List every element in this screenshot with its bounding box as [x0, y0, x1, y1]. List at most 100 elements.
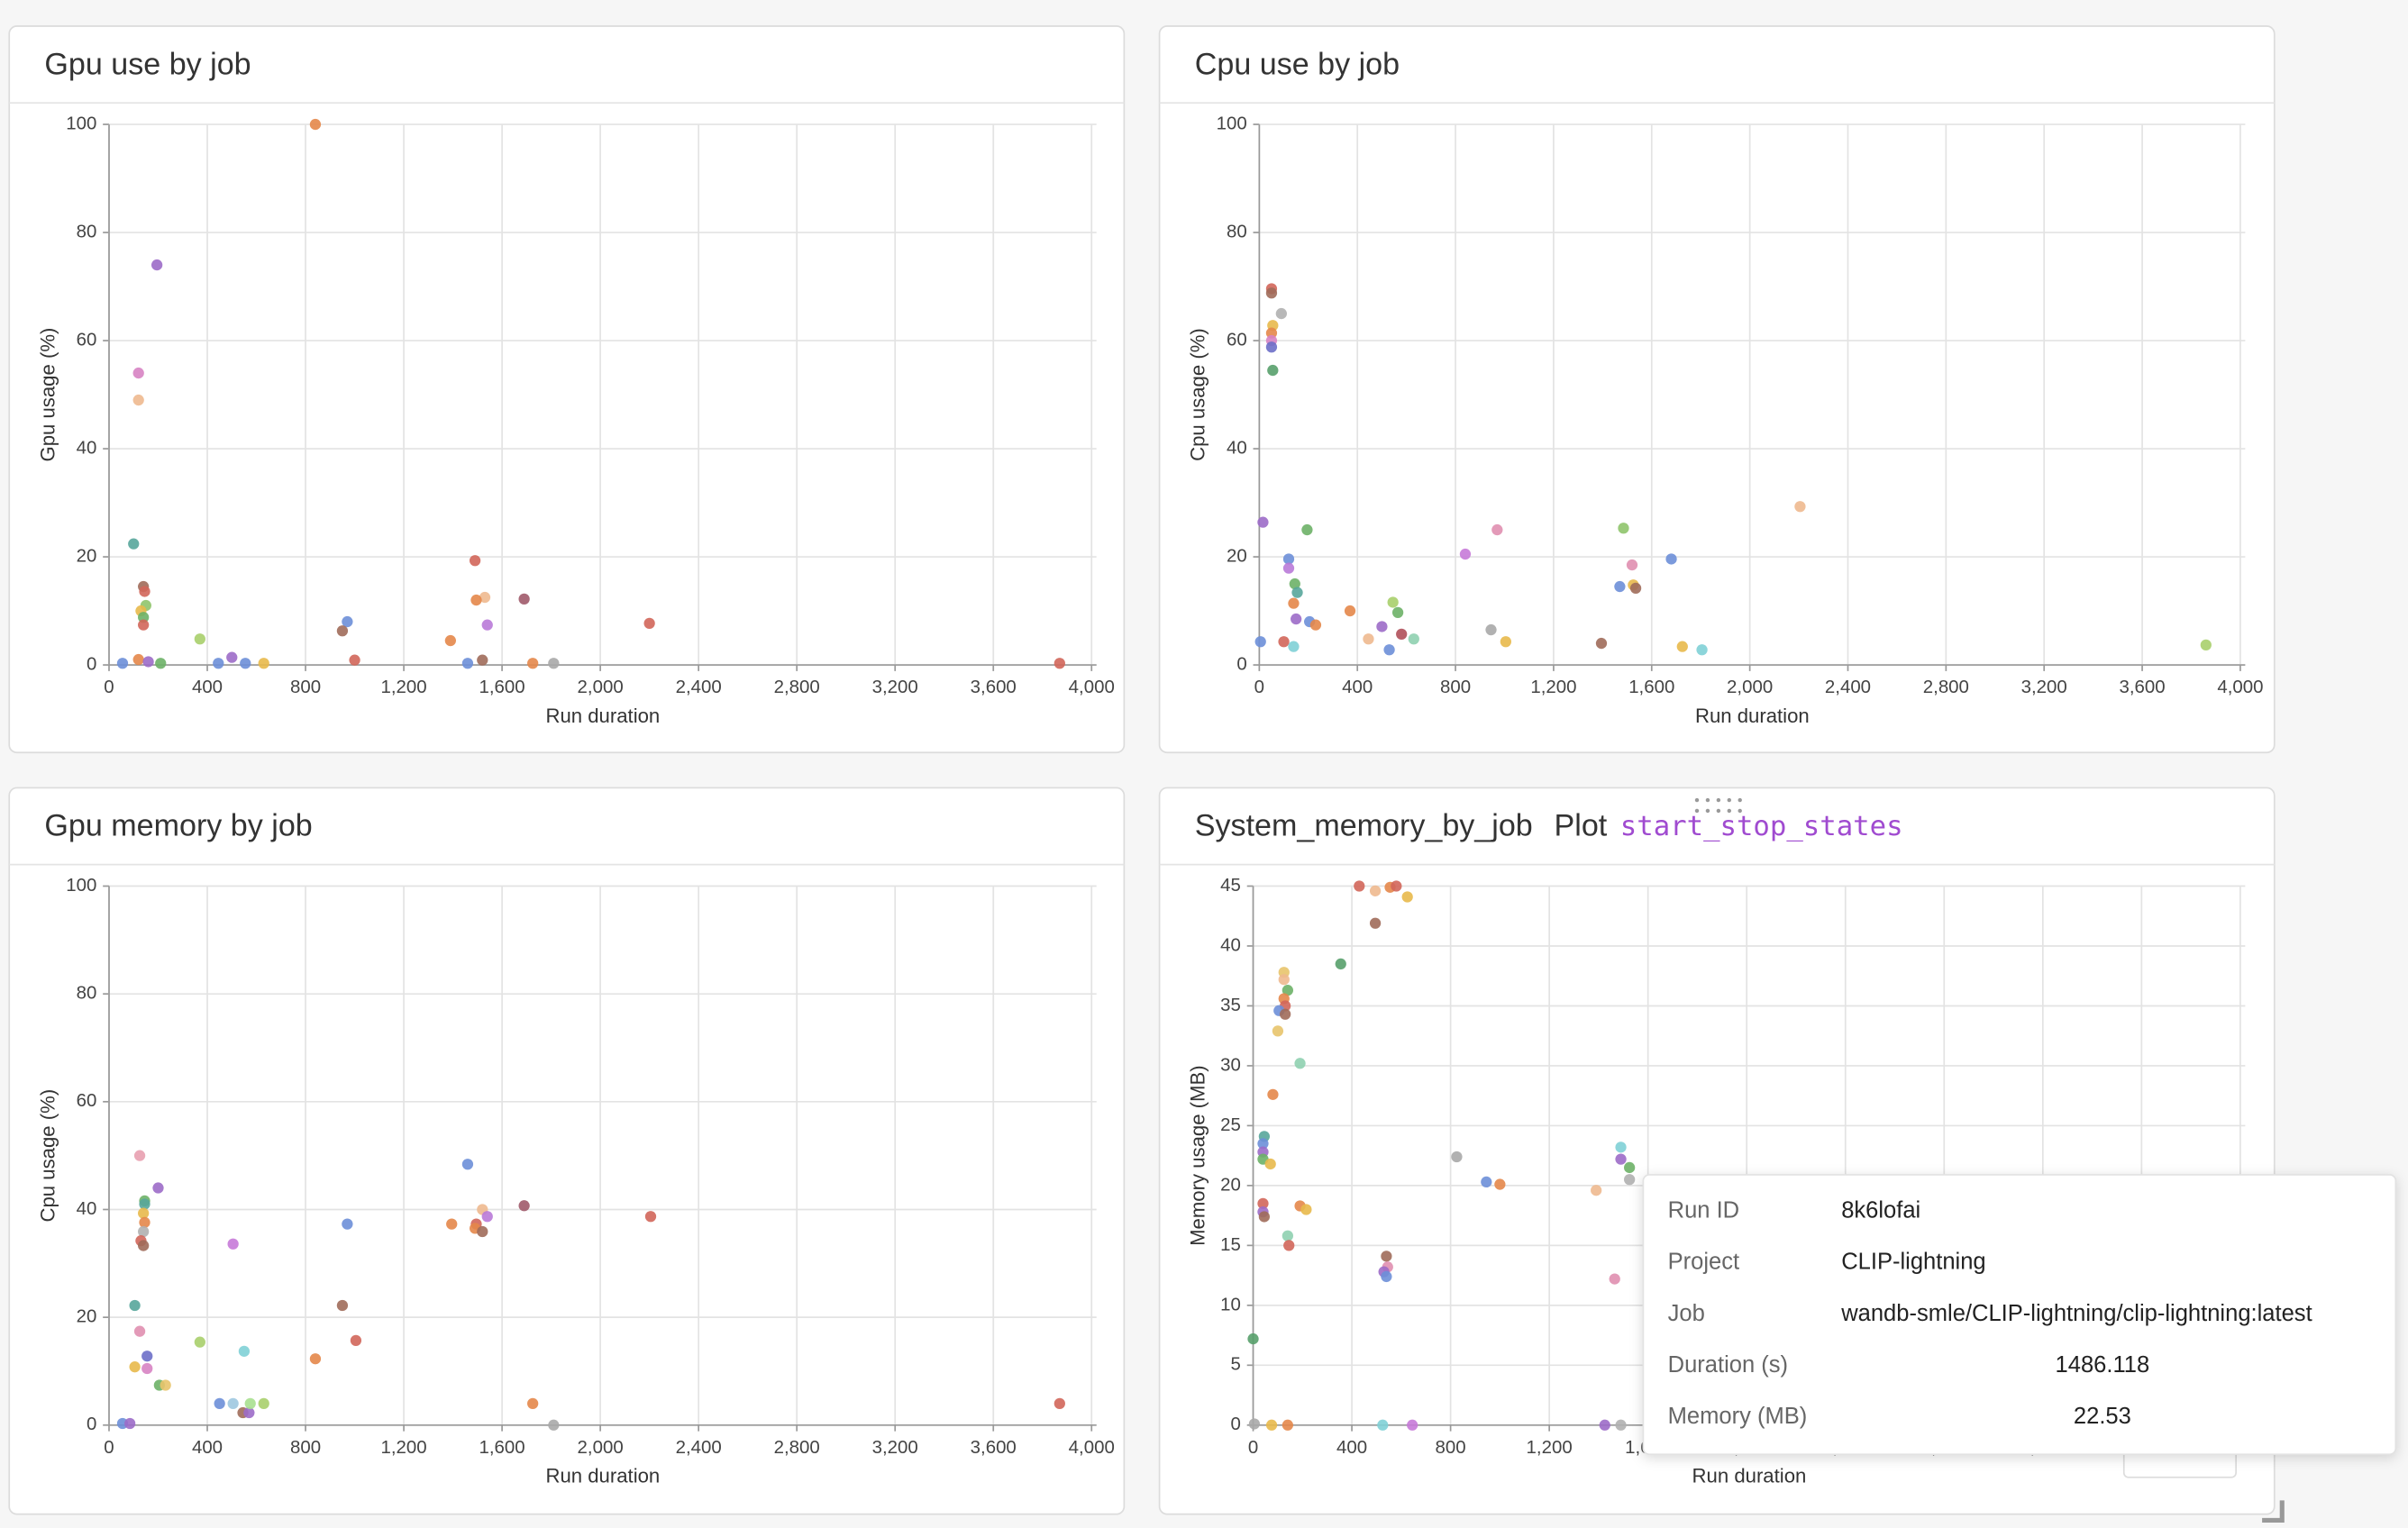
y-tick-label: 25 [1220, 1114, 1241, 1135]
scatter-point [444, 634, 456, 647]
scatter-point [1794, 501, 1806, 513]
scatter-point [142, 656, 154, 668]
x-tick-label: 800 [1436, 1437, 1466, 1458]
y-axis-label: Cpu usage (%) [1187, 328, 1209, 461]
scatter-point [1381, 1270, 1392, 1283]
scatter-point [643, 617, 655, 629]
y-tick-label: 40 [1220, 934, 1241, 955]
scatter-point [124, 1417, 136, 1430]
scatter-point [1396, 628, 1408, 640]
scatter-point [1363, 633, 1374, 645]
scatter-point [138, 1225, 150, 1238]
scatter-point [1282, 985, 1294, 996]
scatter-point [1391, 880, 1402, 892]
scatter-point [477, 654, 488, 666]
scatter-point [132, 367, 144, 379]
x-tick-label: 800 [1440, 677, 1471, 697]
scatter-point [1494, 1178, 1506, 1190]
scatter-point [1369, 885, 1382, 896]
x-tick-label: 2,400 [676, 677, 722, 697]
scatter-point [1272, 1025, 1284, 1037]
scatter-point [160, 1379, 171, 1391]
scatter-point [461, 1159, 474, 1170]
scatter-point [1615, 1153, 1627, 1165]
scatter-point [1283, 1240, 1295, 1251]
scatter-point [1614, 580, 1626, 593]
x-tick-label: 2,000 [578, 1437, 624, 1458]
x-tick-label: 2,800 [1923, 677, 1969, 697]
scatter-point [141, 1362, 153, 1375]
scatter-point [139, 1198, 150, 1210]
x-tick-label: 4,000 [2217, 677, 2263, 697]
scatter-point [1696, 644, 1708, 656]
y-tick-label: 0 [1231, 1414, 1241, 1434]
x-tick-label: 1,200 [1527, 1437, 1573, 1458]
panel-header-code[interactable]: start_stop_states [1620, 811, 1903, 842]
scatter-point [1282, 553, 1295, 565]
scatter-point [469, 555, 481, 567]
scatter-point [1665, 553, 1677, 565]
scatter-point [644, 1211, 657, 1223]
scatter-point [470, 594, 482, 606]
y-tick-label: 100 [66, 875, 96, 896]
x-tick-label: 2,800 [774, 677, 820, 697]
scatter-point [138, 612, 150, 623]
tooltip-label: Job [1668, 1301, 1705, 1326]
scatter-point [227, 1397, 239, 1410]
tooltip-value: 22.53 [2074, 1404, 2131, 1429]
x-axis-label: Run duration [545, 1465, 660, 1487]
scatter-point [1451, 1151, 1463, 1163]
x-tick-label: 1,600 [479, 1437, 525, 1458]
x-tick-label: 400 [1342, 677, 1373, 697]
y-tick-label: 80 [77, 983, 97, 1004]
scatter-point [138, 619, 150, 631]
y-tick-label: 0 [87, 1414, 96, 1434]
scatter-point [258, 658, 269, 669]
scatter-point [481, 1211, 493, 1223]
x-tick-label: 3,200 [2021, 677, 2067, 697]
scatter-point [1676, 641, 1688, 652]
x-tick-label: 2,000 [1727, 677, 1773, 697]
x-tick-label: 1,200 [380, 677, 426, 697]
scatter-point [152, 1182, 164, 1194]
tooltip: Run ID 8k6lofai Project CLIP-lightning Job wa… [1642, 1174, 2397, 1456]
chart-panel: Gpu use by job 0 20 40 60 80 100 0 400 800 1,200 1,… [8, 25, 1126, 754]
scatter-point [214, 1397, 225, 1410]
y-axis-label: Gpu usage (%) [36, 328, 59, 462]
panel-card [8, 25, 1126, 754]
x-tick-label: 0 [1254, 677, 1264, 697]
x-tick-label: 3,200 [872, 677, 918, 697]
scatter-point [518, 1200, 530, 1212]
tooltip-value: 8k6lofai [1841, 1198, 1920, 1223]
x-tick-label: 400 [1336, 1437, 1367, 1458]
scatter-point [342, 1218, 353, 1230]
panel-card [1158, 25, 2276, 754]
scatter-point [1278, 636, 1290, 648]
resize-handle[interactable] [2262, 1500, 2285, 1523]
scatter-point [133, 1150, 146, 1161]
scatter-point [1288, 641, 1300, 652]
tooltip-value: 1486.118 [2056, 1352, 2150, 1378]
x-tick-label: 1,200 [1530, 677, 1576, 697]
scatter-point [1485, 623, 1497, 636]
scatter-point [548, 1419, 560, 1431]
drag-handle[interactable] [1694, 797, 1742, 814]
scatter-point [309, 1353, 322, 1365]
scatter-point [481, 619, 493, 631]
scatter-point [1369, 917, 1382, 929]
x-tick-label: 1,600 [1628, 677, 1674, 697]
panel-title: System_memory_by_job [1195, 809, 1533, 843]
scatter-point [1279, 1008, 1291, 1020]
scatter-point [1459, 548, 1472, 560]
scatter-point [1376, 621, 1388, 632]
scatter-point [479, 591, 491, 604]
x-tick-label: 400 [192, 677, 223, 697]
x-tick-label: 800 [290, 677, 321, 697]
scatter-point [518, 593, 530, 605]
scatter-point [1254, 636, 1266, 648]
scatter-point [1054, 658, 1065, 669]
tooltip-label: Project [1668, 1250, 1740, 1275]
scatter-point [1264, 1158, 1276, 1170]
scatter-point [128, 538, 140, 550]
